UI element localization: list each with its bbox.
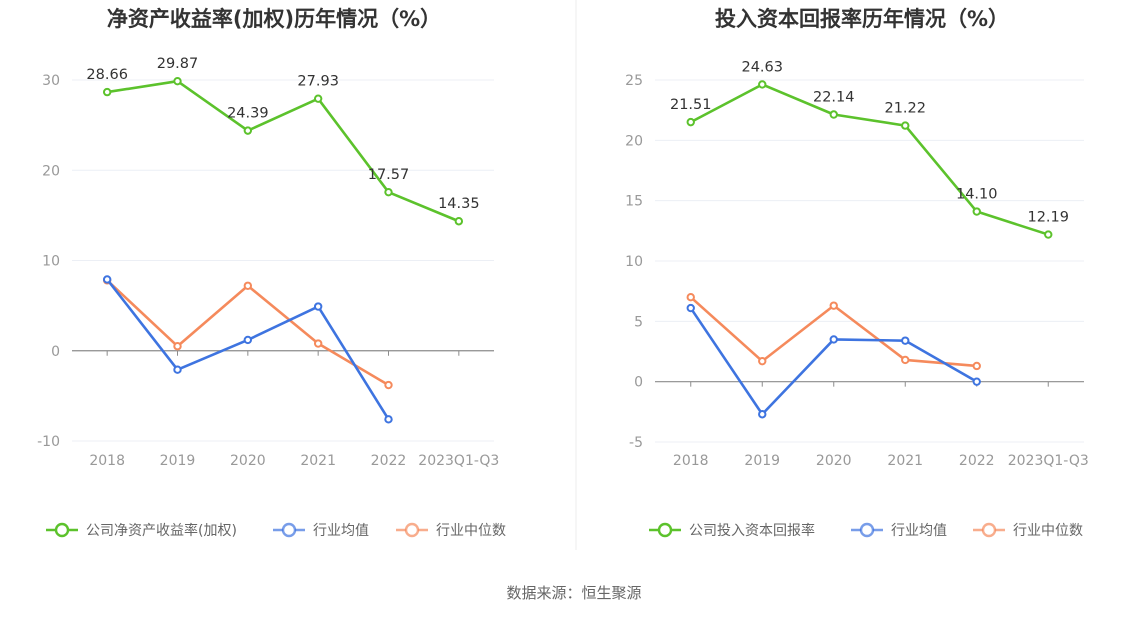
legend-label: 行业均值 xyxy=(891,523,947,539)
roic-legend-item-company[interactable]: 公司投入资本回报率 xyxy=(649,522,815,539)
roe-industry-mean-point xyxy=(102,275,112,284)
roe-industry-mean-point xyxy=(313,302,323,311)
legend-label: 公司净资产收益率(加权) xyxy=(86,522,237,539)
roic-industry-median-point xyxy=(972,361,981,371)
roe-industry-median-point xyxy=(384,380,393,390)
legend-marker-icon xyxy=(981,522,997,538)
roic-y-tick-label: 20 xyxy=(625,133,643,149)
roe-x-tick-label: 2023Q1-Q3 xyxy=(418,453,499,469)
roic-company-point xyxy=(1044,230,1053,239)
roic-industry-median-point xyxy=(758,356,767,366)
roe-industry-mean-point xyxy=(173,365,182,374)
roe-company-data-label: 24.39 xyxy=(227,106,269,122)
roic-company-data-label: 21.22 xyxy=(884,101,926,117)
roe-company-data-label: 17.57 xyxy=(368,167,410,183)
roe-company-point xyxy=(173,76,182,86)
roic-company-point xyxy=(758,80,767,89)
legend-marker-icon xyxy=(404,522,420,538)
roic-company-point xyxy=(901,121,910,130)
data-source: 数据来源：恒生聚源 xyxy=(506,584,641,602)
legend-marker-icon xyxy=(657,522,673,538)
roic-company-point xyxy=(686,117,695,127)
roe-x-tick-label: 2019 xyxy=(160,453,196,469)
roe-industry-mean-line xyxy=(106,278,390,421)
roe-y-tick-label: 0 xyxy=(51,344,60,360)
roic-company-data-label: 14.10 xyxy=(956,187,998,203)
roe-y-tick-label: 30 xyxy=(42,73,60,89)
roic-y-tick-label: -5 xyxy=(629,435,643,451)
roic-industry-mean-point xyxy=(686,303,695,313)
roe-company-point xyxy=(313,94,323,103)
roe-industry-mean-point xyxy=(384,415,393,424)
roic-industry-median-point xyxy=(901,355,910,365)
roic-y-tick-label: 25 xyxy=(625,73,643,89)
roe-y-tick-label: 10 xyxy=(42,254,60,270)
roe-company-point xyxy=(384,187,393,197)
legend-marker-icon xyxy=(859,522,875,538)
roe-legend-item-industry-median[interactable]: 行业中位数 xyxy=(396,522,506,539)
roic-industry-mean-point xyxy=(972,377,981,386)
roe-legend-item-industry-mean[interactable]: 行业均值 xyxy=(273,522,369,539)
roic-x-tick-label: 2021 xyxy=(887,453,923,469)
roe-chart: 净资产收益率(加权)历年情况（%） -10 0 10 20 30 2018 2019 2020 2… xyxy=(37,7,506,539)
roic-x-tick-label: 2020 xyxy=(816,453,852,469)
roic-company-point xyxy=(829,110,838,119)
roic-industry-median-point xyxy=(829,301,838,310)
roe-company-point xyxy=(243,126,253,135)
roe-industry-median-point xyxy=(313,339,323,348)
roic-x-tick-label: 2023Q1-Q3 xyxy=(1008,453,1089,469)
roe-chart-title: 净资产收益率(加权)历年情况（%） xyxy=(107,7,441,31)
legend-marker-icon xyxy=(281,522,297,538)
roic-chart-title: 投入资本回报率历年情况（%） xyxy=(715,7,1009,31)
roic-industry-mean-point xyxy=(758,410,767,419)
roe-legend-item-company[interactable]: 公司净资产收益率(加权) xyxy=(46,522,237,539)
roe-company-line xyxy=(106,79,460,223)
roic-industry-mean-point xyxy=(901,336,910,345)
roic-company-line xyxy=(690,83,1049,236)
roe-industry-mean-point xyxy=(243,335,253,345)
roe-y-tick-label: -10 xyxy=(37,434,60,450)
roic-chart: 投入资本回报率历年情况（%） -5 0 5 10 15 20 25 2018 2019 2020 20… xyxy=(625,7,1089,539)
roic-company-data-label: 21.51 xyxy=(670,97,712,113)
roic-legend-item-industry-mean[interactable]: 行业均值 xyxy=(851,522,947,539)
roe-y-tick-label: 20 xyxy=(42,163,60,179)
roic-x-tick-label: 2022 xyxy=(959,453,995,469)
roic-y-tick-label: 10 xyxy=(625,254,643,270)
roe-x-tick-label: 2018 xyxy=(89,453,125,469)
roe-x-tick-label: 2020 xyxy=(230,453,266,469)
legend-label: 行业均值 xyxy=(313,523,369,539)
roic-company-point xyxy=(972,207,981,216)
roe-x-tick-label: 2021 xyxy=(300,453,336,469)
roic-industry-median-point xyxy=(686,293,695,302)
roic-y-tick-label: 0 xyxy=(634,375,643,391)
legend-label: 公司投入资本回报率 xyxy=(689,522,815,539)
roic-company-data-label: 24.63 xyxy=(741,59,783,75)
roic-company-data-label: 12.19 xyxy=(1027,210,1069,226)
roic-y-tick-label: 5 xyxy=(634,314,643,330)
roe-company-data-label: 27.93 xyxy=(297,74,339,90)
roe-company-point xyxy=(454,217,464,226)
roe-company-data-label: 28.66 xyxy=(86,67,128,83)
roic-x-tick-label: 2019 xyxy=(744,453,780,469)
roe-company-data-label: 29.87 xyxy=(157,56,199,72)
roic-x-tick-label: 2018 xyxy=(673,453,709,469)
roe-company-data-label: 14.35 xyxy=(438,196,480,212)
roic-industry-mean-point xyxy=(829,335,838,344)
roe-industry-median-point xyxy=(243,281,253,290)
legend-marker-icon xyxy=(54,522,70,538)
roic-y-tick-label: 15 xyxy=(625,194,643,210)
legend-label: 行业中位数 xyxy=(1013,523,1083,539)
roic-legend-item-industry-median[interactable]: 行业中位数 xyxy=(973,522,1083,539)
roe-company-point xyxy=(102,87,112,97)
roe-x-tick-label: 2022 xyxy=(371,453,407,469)
roe-industry-median-point xyxy=(173,342,182,351)
legend-label: 行业中位数 xyxy=(436,523,506,539)
roic-company-data-label: 22.14 xyxy=(813,90,855,106)
